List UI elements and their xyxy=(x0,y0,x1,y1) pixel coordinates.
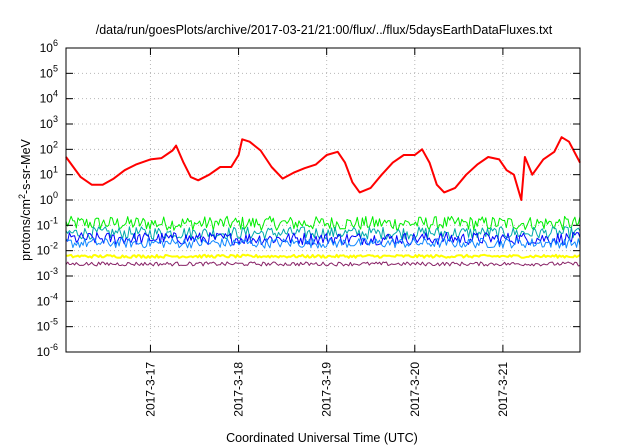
x-tick-label: 2017-3-20 xyxy=(408,362,422,417)
y-tick-label-exp: -3 xyxy=(50,266,58,276)
y-tick-label: 106 xyxy=(40,38,58,55)
y-tick-label: 100 xyxy=(40,190,58,207)
x-tick-label: 2017-3-21 xyxy=(496,362,510,417)
y-axis-label-base: protons/cm xyxy=(19,199,33,261)
y-tick-label-exp: 1 xyxy=(53,165,58,175)
y-tick-label-base: 10 xyxy=(40,117,54,131)
y-axis-label-sup: 2 xyxy=(17,194,27,199)
chart-title: /data/run/goesPlots/archive/2017-03-21/2… xyxy=(96,23,553,37)
y-tick-label-base: 10 xyxy=(37,269,51,283)
y-tick-label-base: 10 xyxy=(40,168,54,182)
y-tick-label-exp: -6 xyxy=(50,342,58,352)
y-tick-label-exp: -1 xyxy=(50,215,58,225)
y-tick-label-exp: -2 xyxy=(50,241,58,251)
y-tick-label: 101 xyxy=(40,165,58,182)
y-axis-label-rest: -s-sr-MeV xyxy=(19,138,33,194)
y-tick-label: 102 xyxy=(40,139,58,156)
x-tick-label: 2017-3-18 xyxy=(232,362,246,417)
y-tick-label-exp: 0 xyxy=(53,190,58,200)
x-tick-label: 2017-3-17 xyxy=(143,362,157,417)
y-tick-label: 10-5 xyxy=(37,317,58,334)
series-line xyxy=(65,231,581,246)
y-tick-label: 10-2 xyxy=(37,241,58,258)
y-tick-label-base: 10 xyxy=(40,41,54,55)
ticks xyxy=(66,47,580,353)
y-tick-label-base: 10 xyxy=(40,92,54,106)
y-tick-label: 10-3 xyxy=(37,266,58,283)
y-tick-label-exp: 5 xyxy=(53,63,58,73)
y-tick-label: 103 xyxy=(40,114,58,131)
y-tick-label-base: 10 xyxy=(40,193,54,207)
y-tick-label-exp: -5 xyxy=(50,317,58,327)
y-tick-label-exp: 4 xyxy=(53,89,58,99)
y-tick-label-base: 10 xyxy=(37,294,51,308)
y-tick-label: 10-6 xyxy=(37,342,58,359)
y-tick-label-base: 10 xyxy=(40,66,54,80)
y-tick-label: 104 xyxy=(40,89,58,106)
y-tick-label-base: 10 xyxy=(37,345,51,359)
series-line xyxy=(65,226,581,240)
x-axis-label: Coordinated Universal Time (UTC) xyxy=(226,431,418,445)
y-tick-labels: 10-610-510-410-310-210-11001011021031041… xyxy=(37,38,58,359)
series-line xyxy=(65,237,581,249)
series-line xyxy=(65,136,581,201)
y-tick-label: 10-1 xyxy=(37,215,58,232)
grid xyxy=(66,47,580,353)
y-tick-label-exp: -4 xyxy=(50,291,58,301)
y-tick-label: 105 xyxy=(40,63,58,80)
series-line xyxy=(65,253,581,259)
y-tick-label-exp: 3 xyxy=(53,114,58,124)
y-tick-label-exp: 2 xyxy=(53,139,58,149)
y-tick-label-base: 10 xyxy=(37,218,51,232)
y-axis-label: protons/cm2-s-sr-MeV xyxy=(17,138,33,260)
y-tick-label: 10-4 xyxy=(37,291,58,308)
series-layer xyxy=(65,136,581,267)
x-tick-label: 2017-3-19 xyxy=(320,362,334,417)
y-tick-label-base: 10 xyxy=(40,142,54,156)
y-tick-label-base: 10 xyxy=(37,244,51,258)
y-tick-label-exp: 6 xyxy=(53,38,58,48)
series-line xyxy=(65,215,581,231)
series-line xyxy=(65,261,581,267)
x-tick-labels: 2017-3-17 2017-3-18 2017-3-19 2017-3-20 2017… xyxy=(143,362,509,417)
y-tick-label-base: 10 xyxy=(37,320,51,334)
